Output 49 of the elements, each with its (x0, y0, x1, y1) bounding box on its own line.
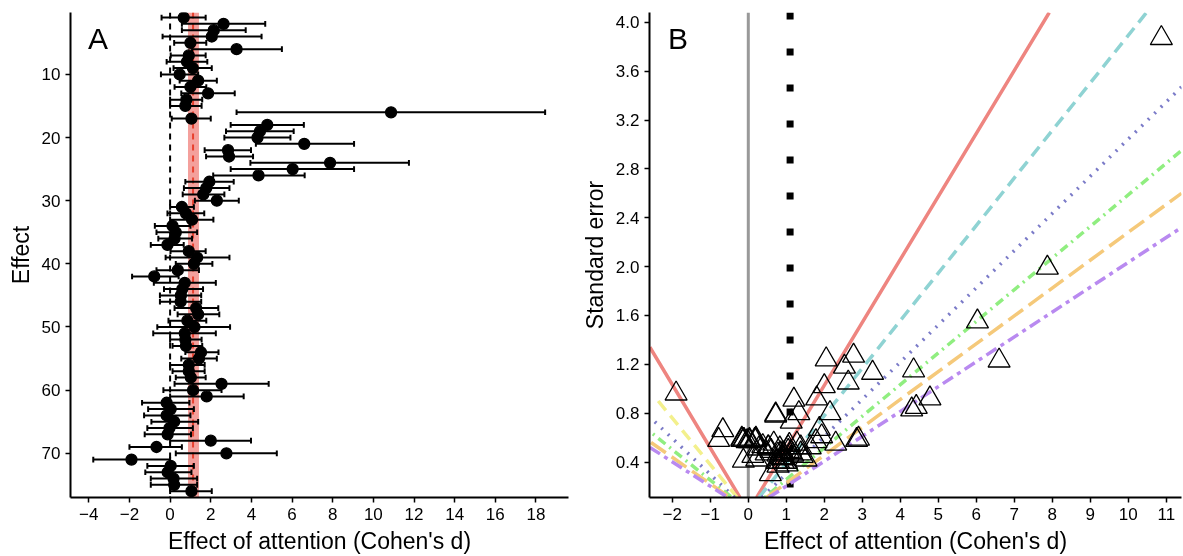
annotation: B (668, 22, 689, 56)
y-tick-label: 1.2 (615, 355, 640, 375)
x-tick-label: −1 (700, 504, 720, 524)
x-tick-label: 1 (781, 504, 792, 524)
x-tick-label: 7 (1009, 504, 1020, 524)
y-tick-label: 3.6 (615, 62, 640, 82)
y-tick-label: 3.2 (615, 111, 640, 131)
x-axis-title: Effect of attention (Cohen's d) (763, 527, 1068, 554)
y-tick-label: 40 (41, 254, 61, 274)
x-tick-label: 16 (485, 504, 505, 524)
x-tick-label: 6 (287, 504, 297, 524)
y-tick-label: 20 (41, 128, 61, 148)
x-tick-label: −2 (119, 504, 140, 524)
x-tick-label: −2 (662, 504, 682, 524)
x-tick-label: 12 (404, 504, 424, 524)
y-tick-label: 60 (41, 381, 61, 401)
x-axis-title: Effect of attention (Cohen's d) (167, 527, 472, 554)
y-tick-label: 10 (41, 65, 61, 85)
x-tick-label: 2 (206, 504, 216, 524)
y-tick-label: 2.8 (615, 159, 640, 179)
y-tick-label: 2.4 (615, 208, 640, 228)
x-tick-label: 3 (857, 504, 868, 524)
y-axis-title: Effect (7, 225, 34, 285)
x-tick-label: −4 (79, 504, 99, 524)
y-tick-label: 2.0 (615, 257, 640, 277)
x-tick-label: 0 (743, 504, 754, 524)
x-tick-label: 10 (1118, 504, 1138, 524)
x-tick-label: 4 (895, 504, 906, 524)
x-tick-label: 0 (165, 504, 175, 524)
x-tick-label: 9 (1085, 504, 1096, 524)
x-tick-label: 6 (971, 504, 982, 524)
y-tick-label: 50 (41, 317, 61, 337)
x-tick-label: 4 (246, 504, 257, 524)
y-tick-label: 1.6 (615, 306, 640, 326)
y-tick-label: 0.8 (615, 404, 640, 424)
x-tick-label: 18 (526, 504, 546, 524)
x-tick-label: 2 (819, 504, 830, 524)
annotation: A (87, 22, 108, 56)
x-tick-label: 8 (1047, 504, 1058, 524)
x-tick-label: 14 (445, 504, 465, 524)
x-tick-label: 10 (363, 504, 383, 524)
x-tick-label: 11 (1157, 504, 1176, 524)
y-axis-title: Standard error (581, 180, 608, 330)
x-tick-label: 5 (933, 504, 944, 524)
y-tick-label: 70 (41, 444, 61, 464)
y-tick-label: 30 (41, 191, 61, 211)
y-tick-label: 0.4 (615, 453, 640, 473)
x-tick-label: 8 (327, 504, 338, 524)
y-tick-label: 4.0 (615, 13, 640, 33)
